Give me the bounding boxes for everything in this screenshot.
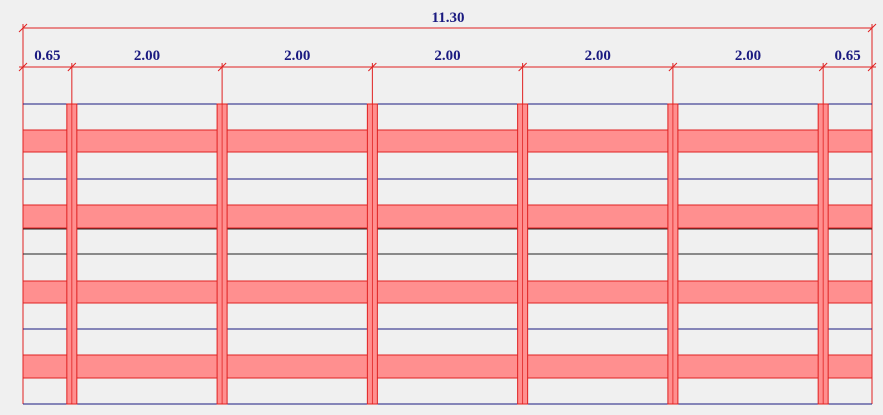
tick — [668, 62, 678, 72]
tick — [518, 62, 527, 72]
tick — [67, 62, 77, 72]
tick — [217, 62, 227, 72]
beam — [22, 280, 873, 304]
tick — [18, 62, 28, 72]
tick — [18, 23, 28, 33]
beam — [22, 129, 873, 153]
segment-dimension: 0.65 — [834, 48, 860, 64]
segment-dimension: 2.00 — [434, 48, 460, 64]
tick — [867, 62, 877, 72]
tick — [818, 62, 828, 72]
segment-dimension: 2.00 — [134, 48, 160, 64]
tick — [867, 23, 877, 33]
beam — [22, 354, 873, 379]
beam — [22, 204, 873, 229]
total-dimension: 11.30 — [432, 10, 465, 26]
segment-dimension: 2.00 — [735, 48, 761, 64]
segment-dimension: 2.00 — [585, 48, 611, 64]
segment-dimension: 0.65 — [34, 48, 60, 64]
tick — [368, 62, 377, 72]
segment-dimension: 2.00 — [284, 48, 310, 64]
